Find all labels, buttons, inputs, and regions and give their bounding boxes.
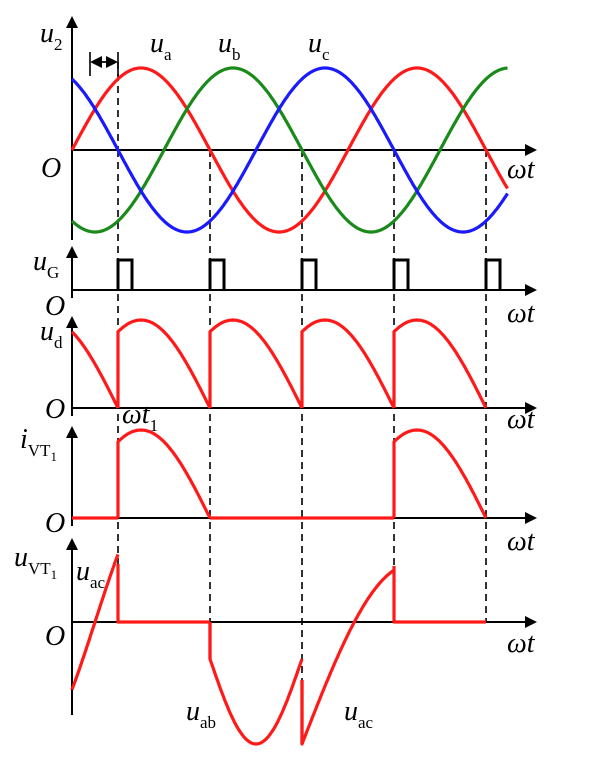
ud-axis-label: ud bbox=[40, 316, 63, 352]
uG-axis-label: uG bbox=[33, 246, 59, 282]
ud-segment-3 bbox=[208, 318, 304, 409]
uVT1-uac-2 bbox=[300, 568, 395, 746]
firing-angle-marker bbox=[71, 52, 119, 76]
panel-ud-labels: ud O ωt ωt1 bbox=[40, 316, 536, 435]
uc-label: uc bbox=[308, 28, 330, 64]
iVT1-axis-label: iVT1 bbox=[20, 424, 57, 464]
uVT1-uab bbox=[208, 621, 304, 746]
ud-segment-2 bbox=[116, 318, 212, 409]
wave-name-labels: ua ub uc bbox=[150, 28, 330, 64]
panel-uVT1-labels: uVT1 uac O ωt uab uac bbox=[14, 542, 536, 732]
guide-lines bbox=[117, 62, 487, 745]
u2-axis-label: u2 bbox=[40, 18, 63, 54]
ud-segment-1 bbox=[70, 330, 120, 409]
uac-top-label: uac bbox=[76, 556, 106, 592]
ub-label: ub bbox=[218, 28, 241, 64]
iVT1-x-label: ωt bbox=[507, 526, 536, 557]
uac-bottom-label: uac bbox=[344, 696, 374, 732]
ua-label: ua bbox=[150, 28, 172, 64]
panel-uG-labels: uG O ωt bbox=[33, 246, 536, 329]
ud-segment-5 bbox=[392, 318, 488, 409]
panel-u2-labels: u2 O ωt bbox=[40, 18, 536, 185]
panel-iVT1-labels: iVT1 O ωt bbox=[20, 424, 536, 557]
uab-label: uab bbox=[186, 696, 216, 732]
ud-x-label: ωt bbox=[507, 404, 536, 435]
u2-origin-label: O bbox=[41, 153, 61, 184]
ud-segment-4 bbox=[300, 318, 396, 409]
uVT1-uac-1 bbox=[70, 553, 120, 691]
waves bbox=[70, 66, 509, 746]
gate-pulse-5 bbox=[484, 258, 502, 290]
u2-x-label: ωt bbox=[507, 154, 536, 185]
uVT1-origin-label: O bbox=[45, 621, 65, 652]
ua-wave bbox=[70, 66, 509, 234]
iVT1-pulse-2 bbox=[392, 428, 488, 519]
uG-x-label: ωt bbox=[507, 298, 536, 329]
iVT1-origin-label: O bbox=[45, 508, 65, 539]
gate-pulse-3 bbox=[300, 258, 318, 290]
uVT1-zero-1 bbox=[116, 564, 211, 624]
uc-wave bbox=[70, 66, 509, 234]
ub-wave bbox=[70, 66, 508, 234]
iVT1-pulse-1 bbox=[116, 428, 212, 519]
uVT1-x-label: ωt bbox=[507, 628, 536, 659]
wt1-label: ωt1 bbox=[122, 399, 158, 435]
ud-origin-label: O bbox=[45, 394, 65, 425]
gate-pulse-1 bbox=[116, 258, 134, 290]
gate-pulse-4 bbox=[392, 258, 410, 290]
uG-origin-label: O bbox=[45, 291, 65, 322]
uVT1-axis-label: uVT1 bbox=[14, 542, 57, 582]
uVT1-zero-2 bbox=[392, 566, 487, 624]
gate-pulse-2 bbox=[208, 258, 226, 290]
